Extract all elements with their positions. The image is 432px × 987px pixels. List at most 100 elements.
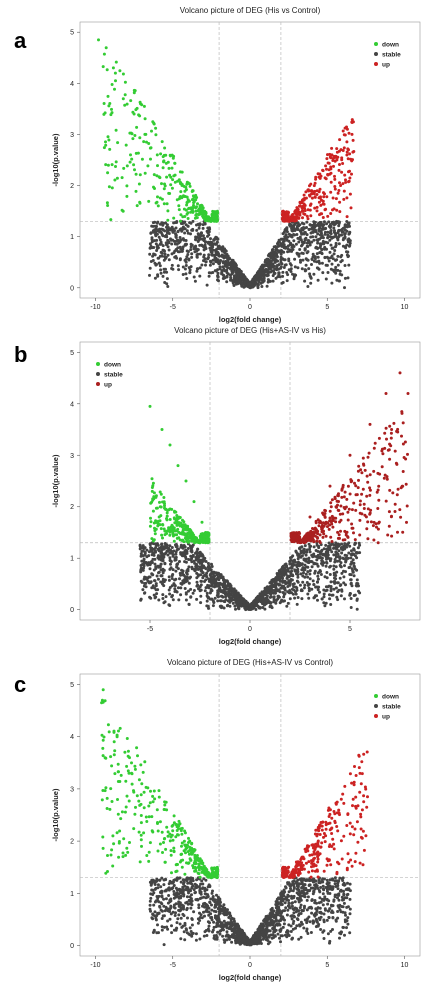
point-stable xyxy=(285,271,289,274)
point-stable xyxy=(293,568,297,572)
point-stable xyxy=(268,595,272,599)
point-up xyxy=(324,207,328,211)
point-stable xyxy=(190,550,194,554)
point-up xyxy=(366,480,370,484)
y-tick-label: 4 xyxy=(70,734,74,741)
point-stable xyxy=(163,252,167,256)
point-up xyxy=(365,474,369,478)
point-stable xyxy=(182,227,185,231)
point-stable xyxy=(179,586,183,590)
point-down xyxy=(207,215,210,219)
point-down xyxy=(149,516,152,520)
point-up xyxy=(341,162,345,165)
point-stable xyxy=(240,282,244,285)
point-up xyxy=(358,503,362,507)
point-stable xyxy=(184,257,188,261)
point-up xyxy=(347,131,351,135)
point-stable xyxy=(314,235,318,239)
point-stable xyxy=(300,227,304,231)
point-stable xyxy=(180,568,184,572)
point-stable xyxy=(332,564,336,568)
point-stable xyxy=(204,263,207,267)
plot-frame xyxy=(79,341,421,621)
point-stable xyxy=(277,238,281,242)
point-down xyxy=(164,529,168,533)
point-up xyxy=(346,535,350,539)
point-stable xyxy=(326,271,330,274)
point-up xyxy=(340,495,344,499)
point-stable xyxy=(209,237,212,241)
point-up xyxy=(401,470,405,473)
point-stable xyxy=(169,562,172,566)
point-up xyxy=(343,490,347,494)
point-stable xyxy=(171,598,175,602)
point-up xyxy=(333,187,337,191)
point-stable xyxy=(306,285,310,288)
y-tick-label: 0 xyxy=(70,285,74,292)
point-stable xyxy=(221,260,225,264)
point-up xyxy=(339,504,343,508)
point-down xyxy=(153,187,156,190)
point-stable xyxy=(170,577,174,580)
point-up xyxy=(350,121,354,124)
point-up xyxy=(347,170,350,174)
point-down xyxy=(104,140,107,144)
point-up xyxy=(335,208,339,212)
point-down xyxy=(138,201,142,205)
point-down xyxy=(106,163,110,167)
point-stable xyxy=(306,570,310,574)
point-stable xyxy=(269,580,273,584)
point-down xyxy=(140,103,144,107)
point-stable xyxy=(293,265,297,269)
point-stable xyxy=(190,255,194,259)
point-stable xyxy=(297,240,301,244)
point-stable xyxy=(309,276,313,280)
point-stable xyxy=(266,258,270,261)
point-stable xyxy=(159,562,163,566)
point-stable xyxy=(282,573,286,577)
point-stable xyxy=(177,241,181,245)
point-stable xyxy=(228,604,232,608)
point-up xyxy=(330,514,334,518)
point-up xyxy=(298,213,302,217)
point-down xyxy=(206,538,210,542)
point-stable xyxy=(224,598,228,602)
point-stable xyxy=(210,570,214,574)
point-stable xyxy=(286,567,290,571)
point-stable xyxy=(150,224,154,228)
point-up xyxy=(318,196,322,200)
point-up xyxy=(406,392,410,395)
point-down xyxy=(102,146,106,150)
point-up xyxy=(320,523,324,527)
point-stable xyxy=(183,231,187,235)
point-up xyxy=(318,533,322,537)
point-stable xyxy=(232,589,236,593)
point-up xyxy=(340,487,344,491)
point-up xyxy=(331,208,334,212)
point-stable xyxy=(174,550,178,554)
point-stable xyxy=(287,232,291,236)
point-stable xyxy=(352,574,356,578)
point-stable xyxy=(148,273,151,277)
point-stable xyxy=(151,259,155,262)
point-stable xyxy=(149,560,153,564)
point-stable xyxy=(317,259,321,263)
point-stable xyxy=(265,594,269,598)
point-stable xyxy=(225,261,229,265)
point-stable xyxy=(330,281,334,285)
point-stable xyxy=(184,272,188,276)
point-stable xyxy=(234,269,238,273)
point-stable xyxy=(332,252,336,256)
point-stable xyxy=(199,594,203,598)
point-stable xyxy=(319,552,323,556)
point-stable xyxy=(318,233,322,237)
x-tick-label: 0 xyxy=(248,962,252,969)
point-stable xyxy=(343,233,347,236)
point-down xyxy=(133,134,137,137)
point-up xyxy=(388,457,392,461)
data-points xyxy=(100,688,369,947)
panel-letter-a: a xyxy=(14,28,27,53)
point-down xyxy=(165,511,169,515)
